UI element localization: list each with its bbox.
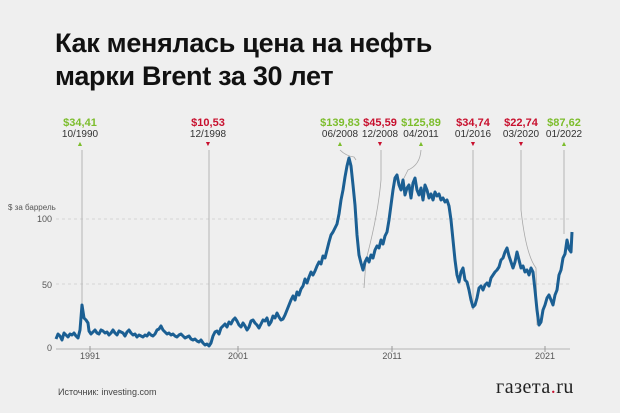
annotation-price: $22,74 — [504, 117, 538, 129]
title-line-1: Как менялась цена на нефть — [55, 28, 433, 58]
brent-price-line — [54, 156, 574, 348]
triangle-up-icon: ▲ — [417, 141, 425, 148]
annotation-1990: $34,41 10/1990 ▲ — [45, 117, 115, 149]
annotation-2008-low: $45,59 12/2008 ▼ — [345, 117, 415, 149]
annotation-date: 01/2022 — [545, 129, 583, 140]
triangle-down-icon: ▼ — [517, 141, 525, 148]
annotation-2016: $34,74 01/2016 ▼ — [438, 117, 508, 149]
annotation-2008-high: $139,83 06/2008 ▲ — [305, 117, 375, 149]
title-line-2: марки Brent за 30 лет — [55, 61, 334, 91]
source-note: Источник: investing.com — [58, 387, 157, 397]
annotation-price: $45,59 — [363, 117, 397, 129]
triangle-down-icon: ▼ — [376, 141, 384, 148]
y-tick-0: 0 — [46, 343, 52, 353]
annotation-1998: $10,53 12/1998 ▼ — [173, 117, 243, 149]
triangle-up-icon: ▲ — [560, 141, 568, 148]
annotation-date: 06/2008 — [321, 129, 359, 140]
y-tick-50: 50 — [41, 280, 52, 290]
annotation-date: 12/1998 — [189, 129, 227, 140]
gazeta-logo: газета.ru — [496, 376, 574, 399]
y-axis-unit-label: $ за баррель — [8, 203, 56, 212]
x-tick-2021: 2021 — [534, 351, 556, 361]
annotation-2011: $125,89 04/2011 ▲ — [386, 117, 456, 149]
triangle-down-icon: ▼ — [204, 141, 212, 148]
triangle-down-icon: ▼ — [469, 141, 477, 148]
x-tick-2001: 2001 — [227, 351, 249, 361]
annotation-date: 10/1990 — [61, 129, 99, 140]
annotation-price: $34,74 — [456, 117, 490, 129]
annotation-date: 01/2016 — [454, 129, 492, 140]
annotation-price: $34,41 — [63, 117, 97, 129]
annotation-price: $10,53 — [191, 117, 225, 129]
x-tick-1991: 1991 — [79, 351, 101, 361]
triangle-up-icon: ▲ — [76, 141, 84, 148]
annotation-date: 03/2020 — [502, 129, 540, 140]
x-tick-2011: 2011 — [382, 351, 402, 361]
triangle-up-icon: ▲ — [336, 141, 344, 148]
annotation-price: $125,89 — [401, 117, 441, 129]
annotation-price: $139,83 — [320, 117, 360, 129]
annotation-date: 04/2011 — [403, 129, 439, 140]
annotation-date: 12/2008 — [361, 129, 399, 140]
annotation-price: $87,62 — [547, 117, 581, 129]
y-tick-100: 100 — [36, 214, 52, 224]
logo-tld: ru — [556, 376, 574, 398]
leader-lines — [81, 149, 565, 345]
logo-dot: . — [550, 376, 557, 398]
chart-title: Как менялась цена на нефть марки Brent з… — [55, 27, 432, 93]
annotation-2020: $22,74 03/2020 ▼ — [486, 117, 556, 149]
annotation-2022: $87,62 01/2022 ▲ — [529, 117, 599, 149]
logo-main: газета — [496, 376, 551, 398]
